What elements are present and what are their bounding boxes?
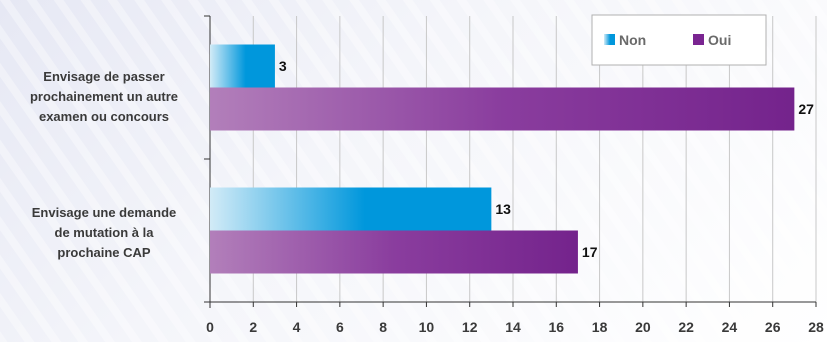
x-tick-label: 10 — [419, 319, 435, 335]
category-label-line: examen ou concours — [38, 109, 170, 124]
category-label: Envisage de passer prochainement un autre… — [4, 67, 204, 127]
x-tick-label: 26 — [765, 319, 781, 335]
bar-non-1 — [210, 187, 492, 231]
x-tick-label: 18 — [592, 319, 608, 335]
grid-lines — [209, 16, 817, 302]
category-label-line: Envisage de passer — [43, 69, 165, 84]
data-label: 17 — [582, 244, 598, 260]
category-label-line: prochaine CAP — [57, 245, 151, 260]
value-labels: 3 27 13 17 — [279, 58, 814, 260]
bars — [210, 44, 795, 274]
legend-swatch-non — [604, 34, 615, 45]
x-tick-label: 22 — [678, 319, 694, 335]
legend-swatch-oui — [693, 34, 704, 45]
x-tick-label: 16 — [548, 319, 564, 335]
category-label-line: prochainement un autre — [29, 89, 179, 104]
data-label: 3 — [279, 58, 287, 74]
x-tick-label: 14 — [505, 319, 521, 335]
legend-box — [591, 14, 767, 66]
legend-label-non: Non — [619, 32, 646, 48]
category-label-line: de mutation à la — [54, 225, 154, 240]
bar-oui-0 — [210, 87, 795, 131]
x-tick-label: 20 — [635, 319, 651, 335]
legend-label-oui: Oui — [708, 32, 731, 48]
x-tick-label: 4 — [293, 319, 301, 335]
data-label: 27 — [798, 101, 814, 117]
x-tick-label: 24 — [722, 319, 738, 335]
x-tick-label: 12 — [462, 319, 478, 335]
data-label: 13 — [495, 201, 511, 217]
x-tick-label: 2 — [249, 319, 257, 335]
x-tick-label: 0 — [206, 319, 214, 335]
bar-oui-1 — [210, 230, 578, 274]
x-tick-label: 6 — [336, 319, 344, 335]
bar-non-0 — [210, 44, 275, 88]
category-label-line: Envisage une demande — [31, 205, 177, 220]
legend: Non Oui — [591, 14, 767, 66]
x-tick-labels: 0 2 4 6 8 10 12 14 16 18 20 22 24 26 28 — [206, 319, 824, 335]
x-tick-label: 8 — [379, 319, 387, 335]
category-label: Envisage une demande de mutation à la proc… — [4, 203, 204, 263]
x-tick-label: 28 — [808, 319, 824, 335]
